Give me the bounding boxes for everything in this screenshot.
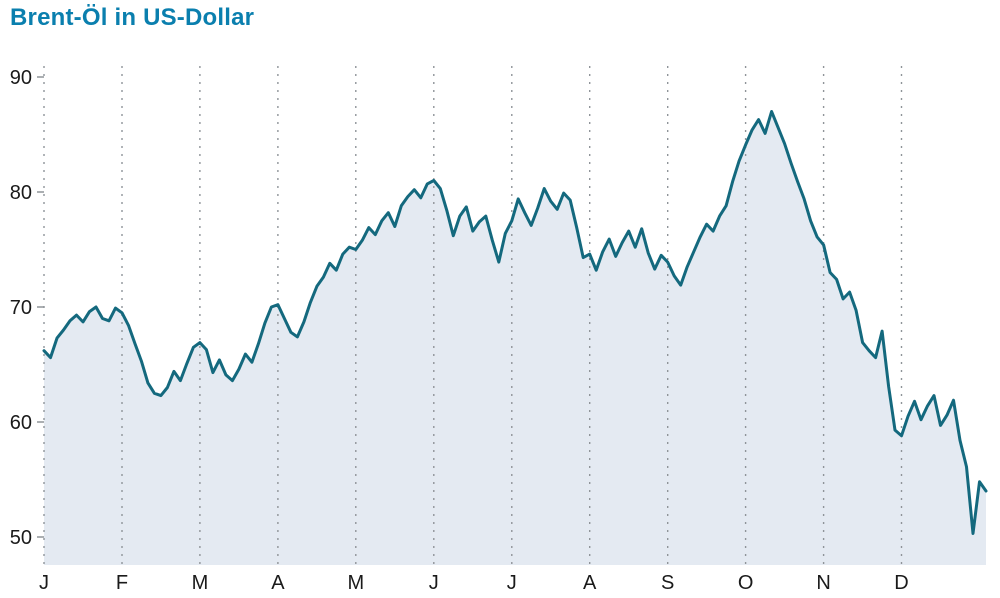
x-axis-label: S [661,572,674,594]
y-axis-label: 60 [10,412,32,434]
x-axis-label: J [429,572,439,594]
y-axis-label: 80 [10,182,32,204]
x-axis-label: J [507,572,517,594]
price-line [42,110,988,535]
x-axis-label: D [894,572,908,594]
x-axis-label: O [738,572,754,594]
y-axis-label: 70 [10,297,32,319]
x-axis-label: M [192,572,209,594]
x-axis-label: M [347,572,364,594]
area-fill [44,111,986,565]
x-axis-label: F [116,572,128,594]
x-axis-label: A [271,572,285,594]
y-axis-label: 50 [10,527,32,549]
x-axis-label: J [39,572,49,594]
y-axis-label: 90 [10,67,32,89]
chart-title: Brent-Öl in US-Dollar [10,4,255,31]
x-axis-label: N [816,572,830,594]
x-axis-label: A [583,572,597,594]
